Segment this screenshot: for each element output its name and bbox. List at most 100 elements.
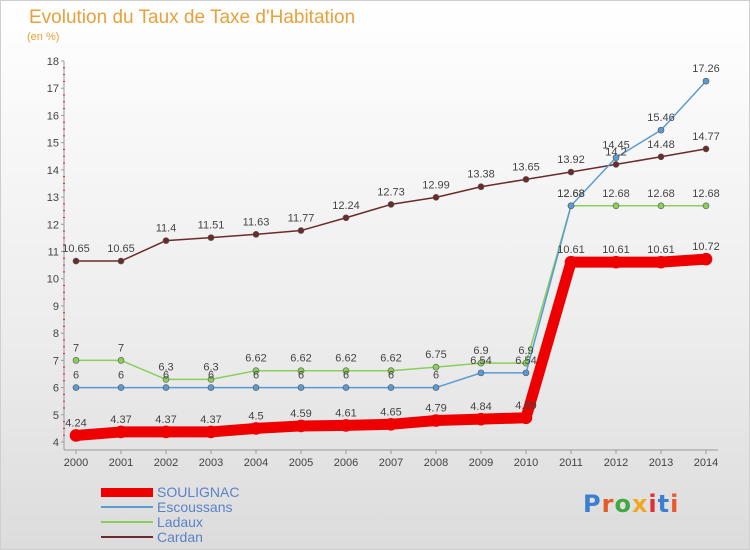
data-label-cardan: 13.65	[512, 161, 540, 173]
data-point-ladaux	[342, 367, 350, 374]
x-tick-label: 2011	[559, 457, 583, 469]
data-label-ladaux: 6.75	[425, 349, 446, 361]
data-point-cardan	[387, 201, 395, 208]
data-label-escoussans: 17.26	[692, 63, 720, 75]
data-point-cardan	[657, 153, 665, 161]
data-label-cardan: 10.65	[62, 243, 90, 255]
data-point-cardan	[252, 231, 260, 238]
data-label-soulignac: 10.61	[602, 244, 630, 256]
data-point-ladaux	[657, 202, 665, 210]
data-label-cardan: 11.63	[243, 216, 270, 228]
x-tick-label: 2003	[199, 457, 223, 469]
data-point-ladaux	[387, 367, 395, 374]
logo-letter: t	[657, 490, 671, 518]
data-point-escoussans	[567, 202, 575, 210]
data-point-soulignac	[69, 429, 83, 442]
legend-label: Escoussans	[157, 499, 233, 515]
data-point-escoussans	[432, 384, 440, 391]
data-label-soulignac: 4.37	[155, 414, 176, 426]
data-label-soulignac: 10.61	[647, 244, 675, 256]
data-label-soulignac: 4.59	[290, 408, 311, 420]
logo-letter: i	[648, 490, 658, 518]
data-label-soulignac: 4.65	[380, 406, 401, 418]
data-point-escoussans	[522, 369, 530, 377]
data-label-cardan: 11.51	[198, 220, 225, 232]
data-point-ladaux	[297, 367, 305, 374]
y-tick-label: 15	[47, 138, 59, 150]
data-point-escoussans	[297, 384, 305, 391]
data-point-cardan	[117, 257, 125, 265]
data-point-escoussans	[342, 384, 350, 391]
legend-swatch	[101, 506, 153, 508]
data-point-cardan	[432, 194, 440, 201]
legend-swatch	[101, 536, 153, 538]
data-point-escoussans	[72, 384, 80, 391]
data-point-soulignac	[699, 252, 713, 266]
data-label-ladaux: 6.62	[290, 353, 311, 365]
legend-label: Cardan	[157, 529, 203, 545]
data-label-ladaux: 6.3	[203, 361, 218, 373]
data-label-escoussans: 6	[163, 370, 169, 382]
data-point-cardan	[297, 227, 305, 234]
y-tick-label: 9	[53, 301, 59, 313]
x-tick-label: 2008	[424, 457, 448, 469]
data-label-ladaux: 7	[118, 342, 124, 354]
data-label-escoussans: 6	[208, 370, 214, 382]
x-tick-label: 2014	[694, 457, 718, 469]
data-label-ladaux: 6.9	[518, 345, 533, 357]
data-point-escoussans	[117, 384, 125, 391]
data-label-ladaux: 7	[73, 342, 79, 354]
data-point-ladaux	[477, 359, 485, 367]
data-point-soulignac	[204, 425, 218, 439]
data-point-cardan	[342, 214, 350, 222]
data-label-escoussans: 6	[118, 370, 124, 382]
data-point-ladaux	[162, 376, 170, 383]
y-tick-label: 8	[53, 328, 59, 340]
data-label-soulignac: 4.24	[65, 417, 86, 429]
x-tick-label: 2001	[109, 457, 133, 469]
data-point-ladaux	[612, 202, 620, 210]
data-point-ladaux	[252, 367, 260, 374]
data-label-cardan: 10.65	[107, 243, 135, 255]
y-tick-label: 17	[47, 83, 59, 95]
x-tick-label: 2012	[604, 457, 628, 469]
x-tick-label: 2009	[469, 457, 493, 469]
data-label-soulignac: 4.61	[335, 407, 356, 419]
data-point-ladaux	[432, 363, 440, 371]
data-label-ladaux: 12.68	[602, 188, 630, 200]
data-point-soulignac	[609, 255, 623, 269]
x-tick-label: 2006	[334, 457, 358, 469]
data-label-cardan: 12.73	[377, 186, 405, 198]
logo-letter: i	[670, 490, 680, 518]
data-label-soulignac: 4.37	[200, 414, 221, 426]
x-tick-label: 2007	[379, 457, 403, 469]
data-label-cardan: 14.77	[692, 131, 720, 143]
data-label-ladaux: 6.62	[245, 353, 266, 365]
y-tick-label: 11	[48, 247, 59, 259]
x-tick-label: 2005	[289, 457, 313, 469]
data-label-cardan: 12.24	[332, 200, 360, 212]
data-point-soulignac	[339, 419, 353, 432]
y-tick-label: 5	[53, 410, 59, 422]
y-tick-label: 16	[47, 110, 59, 122]
data-point-cardan	[207, 234, 215, 241]
data-point-soulignac	[474, 412, 488, 426]
data-label-ladaux: 12.68	[557, 188, 585, 200]
logo-letter: x	[631, 490, 649, 518]
data-point-ladaux	[207, 376, 215, 383]
data-point-escoussans	[612, 154, 620, 161]
data-label-soulignac: 4.89	[515, 400, 536, 412]
data-label-soulignac: 4.37	[110, 414, 131, 426]
logo-letter: o	[614, 490, 632, 518]
logo-letter: P	[583, 490, 602, 518]
legend-label: SOULIGNAC	[157, 484, 240, 500]
data-point-soulignac	[429, 414, 443, 427]
y-tick-label: 13	[47, 192, 59, 204]
data-point-ladaux	[702, 202, 710, 210]
data-point-soulignac	[114, 425, 128, 439]
data-point-ladaux	[117, 357, 125, 364]
data-label-soulignac: 4.84	[470, 401, 491, 413]
data-label-ladaux: 12.68	[647, 188, 675, 200]
data-point-cardan	[567, 168, 575, 176]
